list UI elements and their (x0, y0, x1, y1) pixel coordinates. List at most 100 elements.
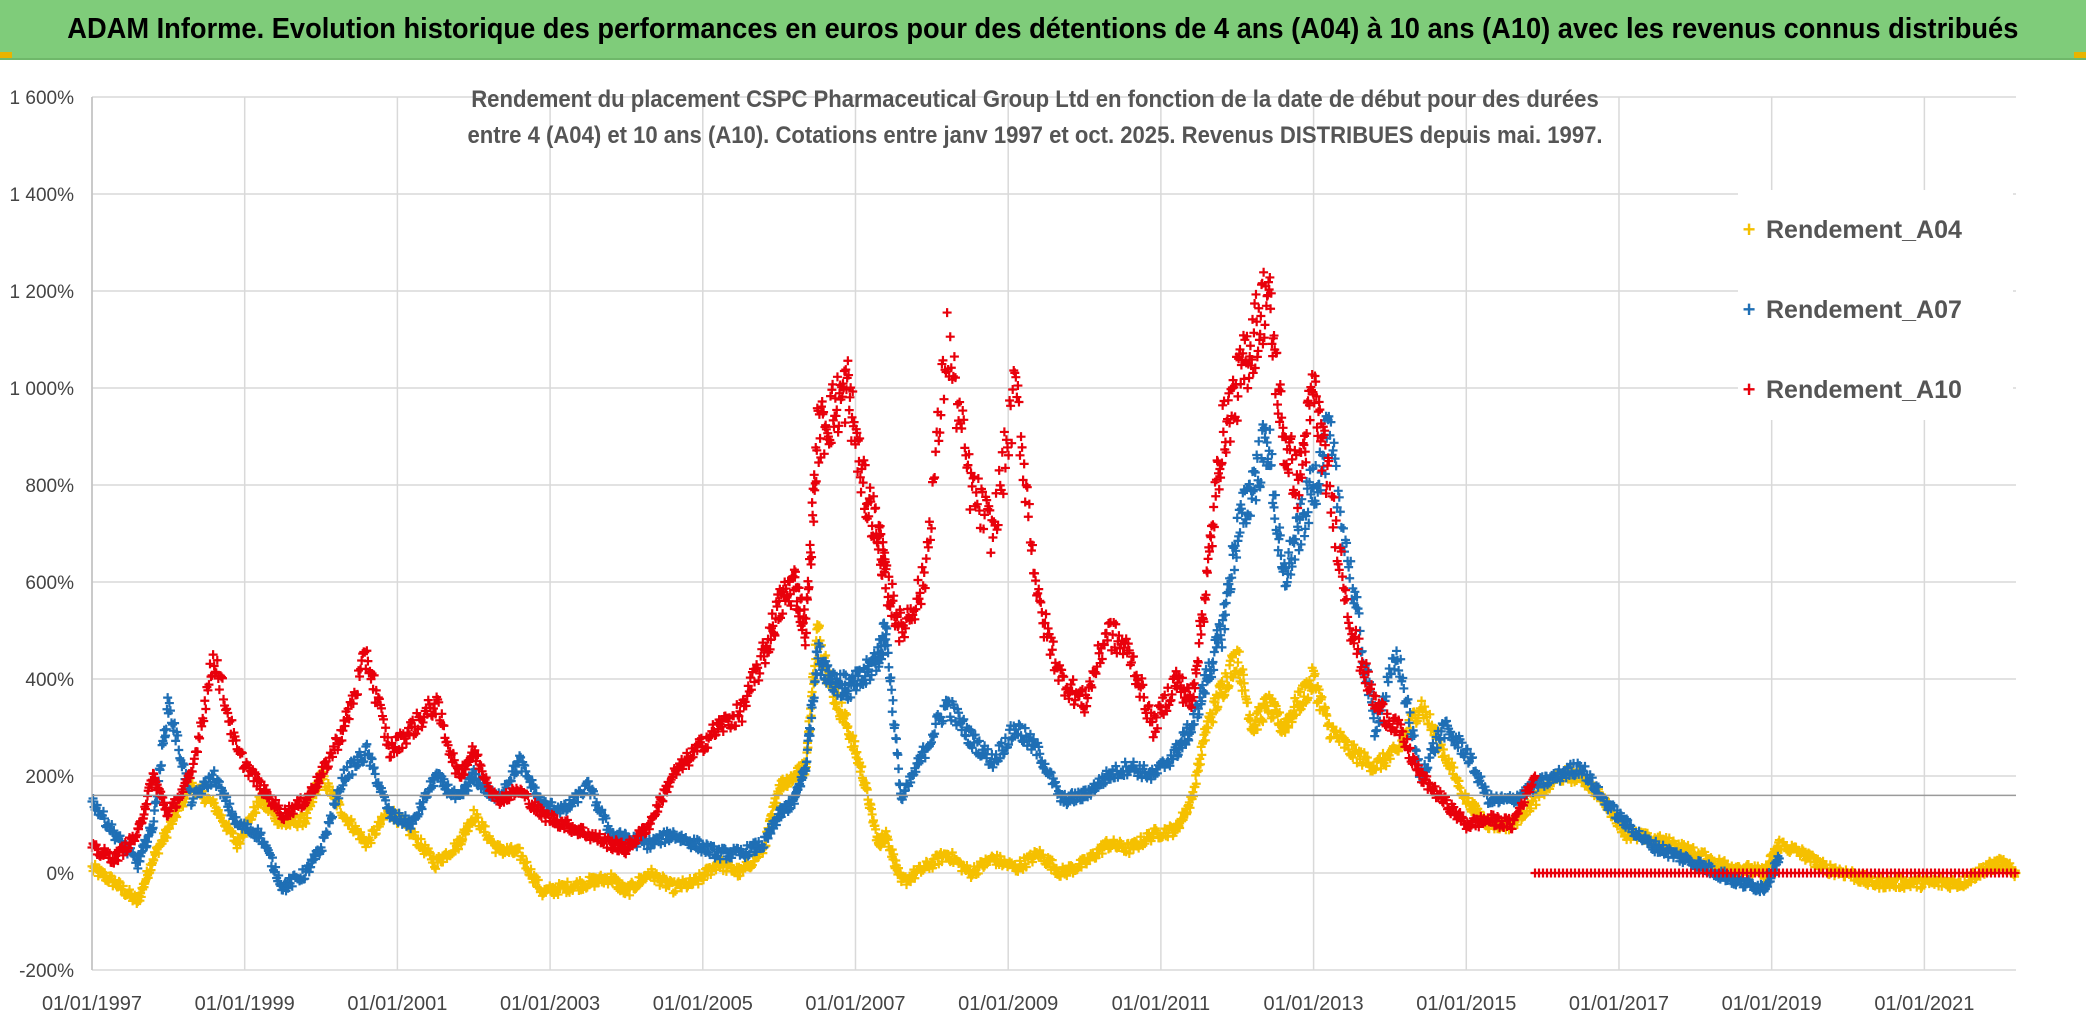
point-rendement-a04 (1185, 803, 1195, 813)
point-rendement-a04 (843, 722, 853, 732)
corner-accent-left (0, 52, 12, 58)
point-rendement-a10 (214, 685, 224, 695)
point-rendement-a04 (302, 813, 312, 823)
point-rendement-a10 (802, 595, 812, 605)
point-rendement-a04 (947, 848, 957, 858)
point-rendement-a04 (1208, 717, 1218, 727)
point-rendement-a04 (693, 879, 703, 889)
point-rendement-a04 (1447, 758, 1457, 768)
point-rendement-a04 (149, 855, 159, 865)
point-rendement-a04 (1210, 697, 1220, 707)
point-rendement-a04 (1385, 754, 1395, 764)
point-rendement-a10 (871, 503, 881, 513)
point-rendement-a10 (934, 436, 944, 446)
point-rendement-a04 (1314, 685, 1324, 695)
point-rendement-a04 (1213, 702, 1223, 712)
point-rendement-a10 (800, 640, 810, 650)
point-rendement-a04 (1234, 647, 1244, 657)
point-rendement-a04 (136, 892, 146, 902)
point-rendement-a07 (1268, 498, 1278, 508)
point-rendement-a04 (771, 798, 781, 808)
point-rendement-a10 (1017, 442, 1027, 452)
point-rendement-a10 (817, 397, 827, 407)
point-rendement-a07 (1232, 513, 1242, 523)
point-rendement-a04 (453, 844, 463, 854)
point-rendement-a07 (1331, 461, 1341, 471)
page-header: ADAM Informe. Evolution historique des p… (0, 0, 2086, 60)
point-rendement-a10 (843, 356, 853, 366)
corner-accent-right (2074, 52, 2086, 58)
point-rendement-a04 (1348, 753, 1358, 763)
point-rendement-a10 (949, 352, 959, 362)
point-rendement-a04 (346, 814, 356, 824)
point-rendement-a04 (1243, 698, 1253, 708)
point-rendement-a04 (533, 875, 543, 885)
point-rendement-a04 (1197, 750, 1207, 760)
point-rendement-a04 (841, 710, 851, 720)
point-rendement-a10 (986, 548, 996, 558)
point-rendement-a04 (1220, 690, 1230, 700)
point-rendement-a04 (1303, 693, 1313, 703)
point-rendement-a04 (1195, 759, 1205, 769)
point-rendement-a10 (1016, 432, 1026, 442)
point-rendement-a04 (480, 821, 490, 831)
point-rendement-a07 (1269, 502, 1279, 512)
header-title: ADAM Informe. Evolution historique des p… (67, 12, 2019, 45)
point-rendement-a04 (324, 782, 334, 792)
point-rendement-a04 (1280, 727, 1290, 737)
point-rendement-a04 (814, 621, 824, 631)
point-rendement-a10 (381, 723, 391, 733)
point-rendement-a04 (1417, 696, 1427, 706)
point-rendement-a04 (1381, 761, 1391, 771)
point-rendement-a04 (1295, 705, 1305, 715)
point-rendement-a10 (201, 704, 211, 714)
point-rendement-a04 (1310, 669, 1320, 679)
point-rendement-a07 (887, 685, 897, 695)
point-rendement-a04 (1203, 723, 1213, 733)
point-rendement-a04 (1284, 723, 1294, 733)
point-rendement-a04 (162, 833, 172, 843)
point-rendement-a10 (942, 308, 952, 318)
point-rendement-a04 (209, 798, 219, 808)
point-rendement-a04 (867, 809, 877, 819)
point-rendement-a04 (1322, 711, 1332, 721)
point-rendement-a04 (881, 826, 891, 836)
point-rendement-a04 (840, 708, 850, 718)
point-rendement-a04 (1200, 735, 1210, 745)
point-rendement-a04 (553, 890, 563, 900)
point-rendement-a10 (958, 406, 968, 416)
point-rendement-a04 (1279, 726, 1289, 736)
point-rendement-a10 (957, 424, 967, 434)
point-rendement-a04 (1449, 763, 1459, 773)
point-rendement-a10 (1015, 450, 1025, 460)
point-rendement-a10 (200, 696, 210, 706)
point-rendement-a04 (852, 747, 862, 757)
point-rendement-a10 (195, 733, 205, 743)
point-rendement-a10 (856, 487, 866, 497)
point-rendement-a04 (168, 819, 178, 829)
point-rendement-a04 (1021, 862, 1031, 872)
point-rendement-a10 (881, 583, 891, 593)
point-rendement-a07 (174, 745, 184, 755)
point-rendement-a04 (850, 736, 860, 746)
grid-layer (91, 96, 2016, 971)
point-rendement-a10 (1019, 459, 1029, 469)
point-rendement-a10 (988, 533, 998, 543)
point-rendement-a10 (945, 332, 955, 342)
point-rendement-a04 (154, 848, 164, 858)
point-rendement-a04 (1192, 767, 1202, 777)
point-rendement-a07 (887, 707, 897, 717)
point-rendement-a04 (807, 687, 817, 697)
point-rendement-a10 (939, 394, 949, 404)
point-rendement-a04 (889, 849, 899, 859)
point-rendement-a04 (1252, 725, 1262, 735)
point-rendement-a04 (1425, 709, 1435, 719)
point-rendement-a07 (888, 695, 898, 705)
point-rendement-a10 (921, 554, 931, 564)
point-rendement-a04 (562, 877, 572, 887)
point-rendement-a04 (1275, 708, 1285, 718)
point-rendement-a04 (848, 731, 858, 741)
point-rendement-a07 (894, 764, 904, 774)
point-rendement-a04 (515, 843, 525, 853)
point-rendement-a04 (1238, 670, 1248, 680)
